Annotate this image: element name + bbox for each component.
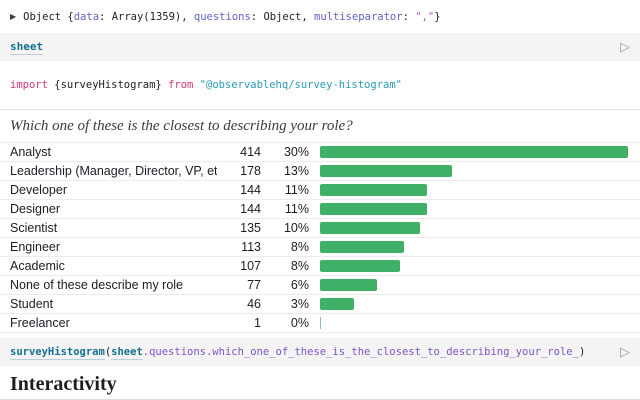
inspector-entries: data: Array(1359), questions: Object, mu… xyxy=(74,11,434,23)
function-reference: surveyHistogram xyxy=(10,346,105,360)
inspector-key: multiseparator xyxy=(314,10,403,23)
sheet-cell[interactable]: sheet ▷ xyxy=(0,33,640,61)
table-row: Leadership (Manager, Director, VP, etc) 1… xyxy=(0,161,640,180)
row-label: Engineer xyxy=(10,240,61,254)
import-keyword: import xyxy=(10,79,48,91)
row-label: Student xyxy=(10,297,54,311)
object-inspector: ▶ Object {data: Array(1359), questions: … xyxy=(0,0,640,33)
row-percent: 10% xyxy=(283,221,309,235)
row-percent: 11% xyxy=(284,183,309,197)
row-label: Freelancer xyxy=(10,316,70,330)
bar-cell xyxy=(309,165,640,177)
inspector-delimiter: , xyxy=(301,10,315,23)
histogram-table: Analyst 414 30% Leadership (Manager, Direct… xyxy=(0,142,640,333)
row-count: 414 xyxy=(240,145,261,159)
table-row: Developer 144 11% xyxy=(0,180,640,199)
inspector-value: Object xyxy=(263,10,302,23)
row-label: Designer xyxy=(10,202,61,216)
table-row: Analyst 414 30% xyxy=(0,142,640,161)
paren-close: ) xyxy=(578,346,586,358)
row-percent: 0% xyxy=(290,316,309,330)
table-row: Student 46 3% xyxy=(0,294,640,313)
table-row: Engineer 113 8% xyxy=(0,237,640,256)
import-cell[interactable]: import {surveyHistogram} from "@observab… xyxy=(0,61,640,110)
row-label: Developer xyxy=(10,183,67,197)
bar-cell xyxy=(309,184,640,196)
inspector-separator: : xyxy=(250,10,264,23)
row-count: 46 xyxy=(247,297,261,311)
row-count: 107 xyxy=(240,259,261,273)
sheet-reference: sheet xyxy=(111,346,143,360)
row-count: 178 xyxy=(240,164,261,178)
bar-cell xyxy=(309,298,640,310)
row-count: 113 xyxy=(241,240,261,254)
row-label: None of these describe my role xyxy=(10,278,184,292)
row-count: 144 xyxy=(240,183,261,197)
bar xyxy=(320,165,453,177)
table-row: None of these describe my role 77 6% xyxy=(0,275,640,294)
bar xyxy=(320,184,428,196)
bar xyxy=(320,203,428,215)
bar xyxy=(320,260,400,272)
row-percent: 13% xyxy=(283,164,309,178)
inspector-key: questions xyxy=(193,10,251,23)
row-percent: 11% xyxy=(284,202,309,216)
inspector-value: Array(1359) xyxy=(111,10,182,23)
row-label: Analyst xyxy=(10,145,51,159)
table-row: Academic 107 8% xyxy=(0,256,640,275)
row-count: 135 xyxy=(240,221,261,235)
result-cell[interactable]: surveyHistogram(sheet.questions.which_on… xyxy=(0,338,640,366)
import-binding: {surveyHistogram} xyxy=(54,79,162,91)
bar-cell xyxy=(309,146,640,158)
row-label: Academic xyxy=(10,259,65,273)
bar xyxy=(320,317,321,329)
row-percent: 3% xyxy=(290,297,309,311)
bar xyxy=(320,298,355,310)
bar-cell xyxy=(309,222,640,234)
row-percent: 30% xyxy=(283,145,309,159)
row-percent: 8% xyxy=(290,259,309,273)
module-string: "@observablehq/survey-histogram" xyxy=(199,79,402,91)
bar xyxy=(320,279,378,291)
inspector-key: data xyxy=(73,10,100,23)
bar-cell xyxy=(309,279,640,291)
bar-cell xyxy=(309,260,640,272)
inspector-object-suffix: } xyxy=(434,10,441,23)
inspector-value: "," xyxy=(415,10,435,23)
table-row: Freelancer 1 0% xyxy=(0,313,640,332)
row-percent: 8% xyxy=(290,240,309,254)
inspector-delimiter: , xyxy=(181,10,194,23)
run-cell-icon[interactable]: ▷ xyxy=(620,39,630,55)
bar-cell xyxy=(309,317,640,329)
table-row: Designer 144 11% xyxy=(0,199,640,218)
inspector-separator: : xyxy=(99,10,112,23)
row-count: 144 xyxy=(240,202,261,216)
bar-cell xyxy=(309,203,640,215)
inspector-separator: : xyxy=(402,10,416,23)
row-label: Scientist xyxy=(10,221,58,235)
row-count: 1 xyxy=(254,316,261,330)
question-title: Which one of these is the closest to des… xyxy=(10,118,353,134)
paren-open: ( xyxy=(104,346,112,358)
bar xyxy=(320,241,405,253)
property-chain: .questions.which_one_of_these_is_the_clo… xyxy=(142,346,579,358)
row-label: Leadership (Manager, Director, VP, etc) xyxy=(10,164,217,178)
bar-cell xyxy=(309,241,640,253)
row-count: 77 xyxy=(247,278,261,292)
row-percent: 6% xyxy=(290,278,309,292)
bar xyxy=(320,146,628,158)
run-cell-icon[interactable]: ▷ xyxy=(620,344,630,360)
inspector-object-prefix: Object { xyxy=(23,10,74,23)
bar xyxy=(320,222,421,234)
expand-arrow-icon[interactable]: ▶ xyxy=(10,12,17,21)
table-row: Scientist 135 10% xyxy=(0,218,640,237)
sheet-cell-name: sheet xyxy=(10,39,44,55)
section-heading: Interactivity xyxy=(10,373,117,395)
from-keyword: from xyxy=(168,79,194,91)
